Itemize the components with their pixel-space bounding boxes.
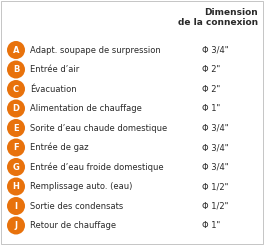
Circle shape [7,41,25,59]
Text: Entrée d’eau froide domestique: Entrée d’eau froide domestique [30,162,164,172]
Text: Sortie des condensats: Sortie des condensats [30,201,123,210]
Text: Φ 2": Φ 2" [202,85,220,94]
Text: D: D [12,104,20,113]
Text: Dimension: Dimension [204,8,258,17]
Text: C: C [13,85,19,94]
Text: E: E [13,123,19,133]
Text: A: A [13,46,19,54]
Text: Φ 1/2": Φ 1/2" [202,182,228,191]
Text: de la connexion: de la connexion [178,18,258,27]
Text: B: B [13,65,19,74]
Circle shape [7,158,25,176]
Text: Remplissage auto. (eau): Remplissage auto. (eau) [30,182,132,191]
Text: Évacuation: Évacuation [30,85,77,94]
Circle shape [7,138,25,157]
Text: Retour de chauffage: Retour de chauffage [30,221,116,230]
Text: J: J [15,221,17,230]
Text: H: H [13,182,20,191]
Text: F: F [13,143,19,152]
Text: Φ 3/4": Φ 3/4" [202,46,229,54]
Text: G: G [13,162,20,171]
Text: Φ 3/4": Φ 3/4" [202,143,229,152]
Circle shape [7,99,25,118]
Text: Sorite d’eau chaude domestique: Sorite d’eau chaude domestique [30,123,167,133]
Circle shape [7,80,25,98]
Text: Entrée de gaz: Entrée de gaz [30,143,88,152]
Circle shape [7,217,25,234]
Text: I: I [15,201,17,210]
Text: Adapt. soupape de surpression: Adapt. soupape de surpression [30,46,161,54]
Circle shape [7,177,25,196]
Text: Φ 1": Φ 1" [202,104,220,113]
Circle shape [7,61,25,78]
Circle shape [7,119,25,137]
Text: Φ 1/2": Φ 1/2" [202,201,228,210]
Text: Φ 2": Φ 2" [202,65,220,74]
Text: Φ 1": Φ 1" [202,221,220,230]
Text: Φ 3/4": Φ 3/4" [202,123,229,133]
Circle shape [7,197,25,215]
Text: Φ 3/4": Φ 3/4" [202,162,229,171]
Text: Entrée d’air: Entrée d’air [30,65,79,74]
Text: Alimentation de chauffage: Alimentation de chauffage [30,104,142,113]
